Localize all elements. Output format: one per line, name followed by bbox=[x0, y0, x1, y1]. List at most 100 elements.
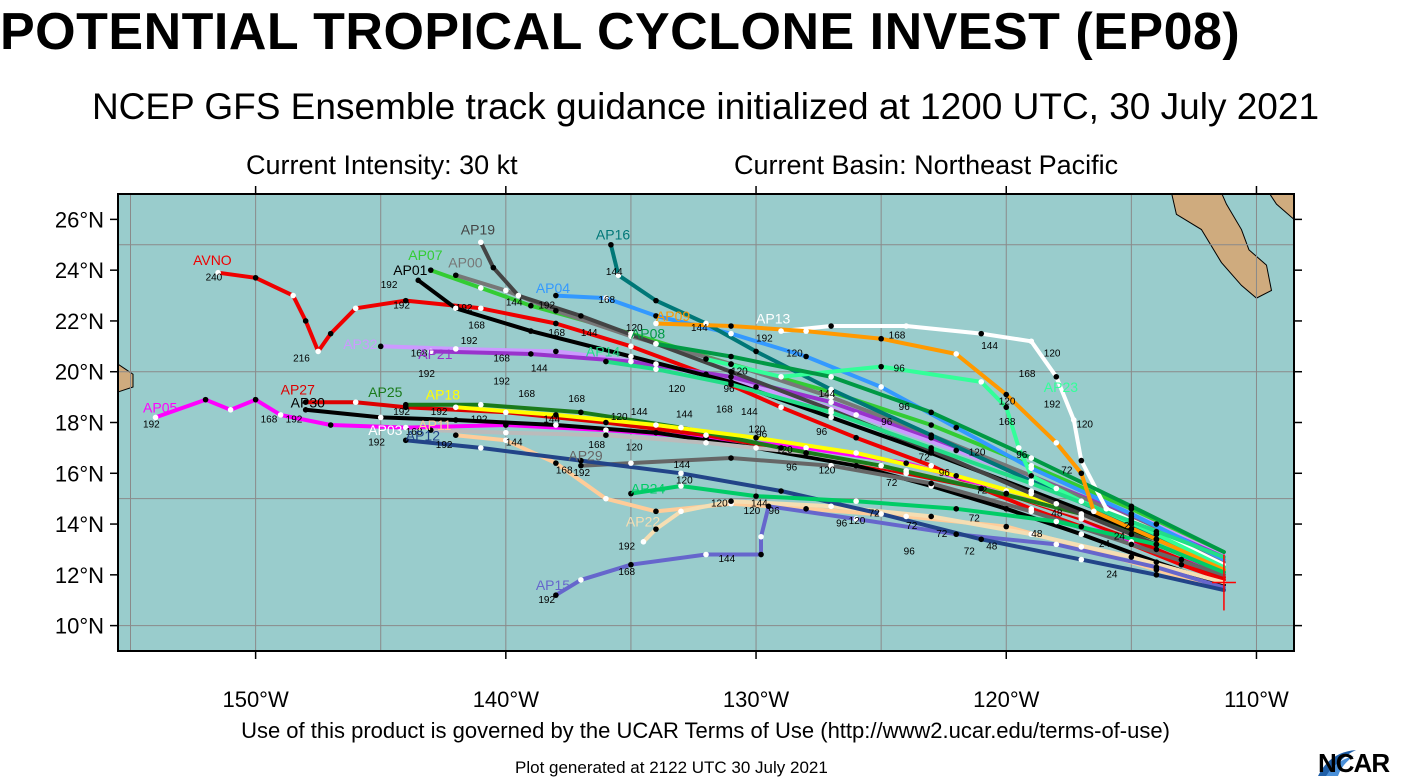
forecast-hour-label: 192 bbox=[756, 333, 773, 344]
track-point bbox=[703, 551, 709, 558]
track-point bbox=[878, 363, 884, 370]
track-point bbox=[427, 348, 434, 355]
track-point bbox=[1028, 455, 1035, 461]
current-intensity: Current Intensity: 30 kt bbox=[246, 150, 518, 180]
track-point bbox=[1153, 564, 1160, 571]
forecast-hour-label: 120 bbox=[849, 516, 866, 527]
forecast-hour-label: 120 bbox=[749, 425, 766, 436]
track-point bbox=[653, 320, 659, 327]
track-point bbox=[753, 348, 759, 355]
forecast-hour-label: 120 bbox=[1044, 348, 1061, 359]
track-point bbox=[402, 297, 409, 304]
forecast-hour-label: 168 bbox=[598, 295, 615, 306]
member-label-ap22: AP22 bbox=[626, 514, 660, 530]
track-point bbox=[415, 277, 422, 284]
forecast-hour-label: 96 bbox=[816, 427, 828, 438]
track-ap30 bbox=[303, 407, 1226, 587]
lat-tick-label: 10°N bbox=[55, 614, 104, 639]
track-point bbox=[503, 409, 509, 416]
track-point bbox=[978, 536, 985, 543]
track-point bbox=[678, 424, 684, 431]
track-point bbox=[953, 473, 960, 479]
track-point bbox=[1053, 518, 1060, 525]
track-point bbox=[1053, 500, 1060, 507]
track-point bbox=[953, 506, 960, 512]
track-point bbox=[703, 320, 709, 327]
track-point bbox=[803, 353, 809, 360]
track-point bbox=[778, 445, 784, 451]
track-point bbox=[653, 422, 659, 428]
track-ap12 bbox=[403, 438, 1226, 593]
lat-tick-label: 20°N bbox=[55, 360, 104, 385]
track-point bbox=[1091, 508, 1097, 515]
forecast-hour-label: 96 bbox=[724, 384, 736, 395]
track-point bbox=[978, 485, 985, 492]
forecast-hour-label: 144 bbox=[719, 554, 736, 565]
track-point bbox=[928, 409, 934, 416]
member-label-ap29: AP29 bbox=[568, 448, 602, 464]
forecast-hour-label: 72 bbox=[919, 453, 931, 464]
forecast-hour-label: 192 bbox=[618, 541, 635, 552]
track-point bbox=[703, 356, 709, 362]
track-point bbox=[828, 503, 834, 510]
track-point bbox=[603, 427, 609, 433]
forecast-hour-label: 168 bbox=[618, 567, 635, 578]
track-point bbox=[490, 264, 497, 271]
track-point bbox=[528, 351, 534, 357]
track-point bbox=[327, 422, 334, 428]
forecast-hour-label: 120 bbox=[744, 506, 761, 517]
track-point bbox=[728, 374, 734, 380]
track-point bbox=[803, 328, 809, 334]
member-label-ap19: AP19 bbox=[461, 222, 495, 238]
hawaii-island-land bbox=[118, 363, 134, 393]
track-point bbox=[578, 409, 584, 416]
track-point bbox=[1128, 503, 1135, 510]
track-point bbox=[290, 292, 296, 299]
track-ap29 bbox=[578, 456, 1226, 577]
track-point bbox=[427, 427, 434, 433]
track-point bbox=[478, 239, 484, 246]
track-point bbox=[1128, 511, 1135, 517]
forecast-hour-label: 24 bbox=[1124, 521, 1136, 532]
track-point bbox=[553, 292, 559, 299]
track-point bbox=[615, 272, 622, 279]
forecast-hour-label: 96 bbox=[786, 463, 798, 474]
forecast-hour-label: 144 bbox=[631, 407, 648, 418]
forecast-hour-label: 120 bbox=[819, 465, 836, 476]
track-point bbox=[778, 488, 784, 494]
track-point bbox=[853, 450, 859, 456]
track-point bbox=[828, 399, 834, 405]
forecast-hour-label: 168 bbox=[556, 465, 573, 476]
forecast-hour-label: 96 bbox=[939, 468, 951, 479]
track-point bbox=[1153, 559, 1160, 565]
track-point bbox=[628, 333, 634, 339]
forecast-hour-label: 144 bbox=[676, 409, 693, 420]
forecast-hour-label: 96 bbox=[894, 364, 906, 375]
forecast-hour-label: 120 bbox=[626, 442, 643, 453]
track-point bbox=[953, 351, 960, 357]
track-point bbox=[352, 399, 359, 405]
track-point bbox=[515, 292, 522, 299]
track-point bbox=[252, 274, 259, 281]
ncar-logo-icon bbox=[1318, 750, 1356, 776]
track-point bbox=[1028, 465, 1035, 472]
track-point bbox=[728, 381, 734, 388]
forecast-hour-label: 96 bbox=[836, 519, 848, 530]
forecast-hour-label: 72 bbox=[886, 478, 898, 489]
track-point bbox=[252, 396, 259, 403]
forecast-hour-label: 192 bbox=[393, 300, 410, 311]
forecast-hour-label: 168 bbox=[716, 404, 733, 415]
track-point bbox=[778, 404, 784, 411]
member-label-ap23: AP23 bbox=[1044, 379, 1078, 395]
forecast-hour-label: 192 bbox=[418, 369, 435, 380]
track-point bbox=[1128, 541, 1135, 548]
track-point bbox=[302, 318, 309, 324]
track-point bbox=[653, 297, 659, 304]
track-point bbox=[1078, 556, 1085, 563]
track-point bbox=[578, 457, 584, 464]
track-point bbox=[1128, 554, 1135, 560]
track-point bbox=[528, 302, 534, 309]
track-point bbox=[928, 462, 934, 469]
track-point bbox=[202, 396, 209, 403]
member-label-ap15: AP15 bbox=[536, 577, 570, 593]
